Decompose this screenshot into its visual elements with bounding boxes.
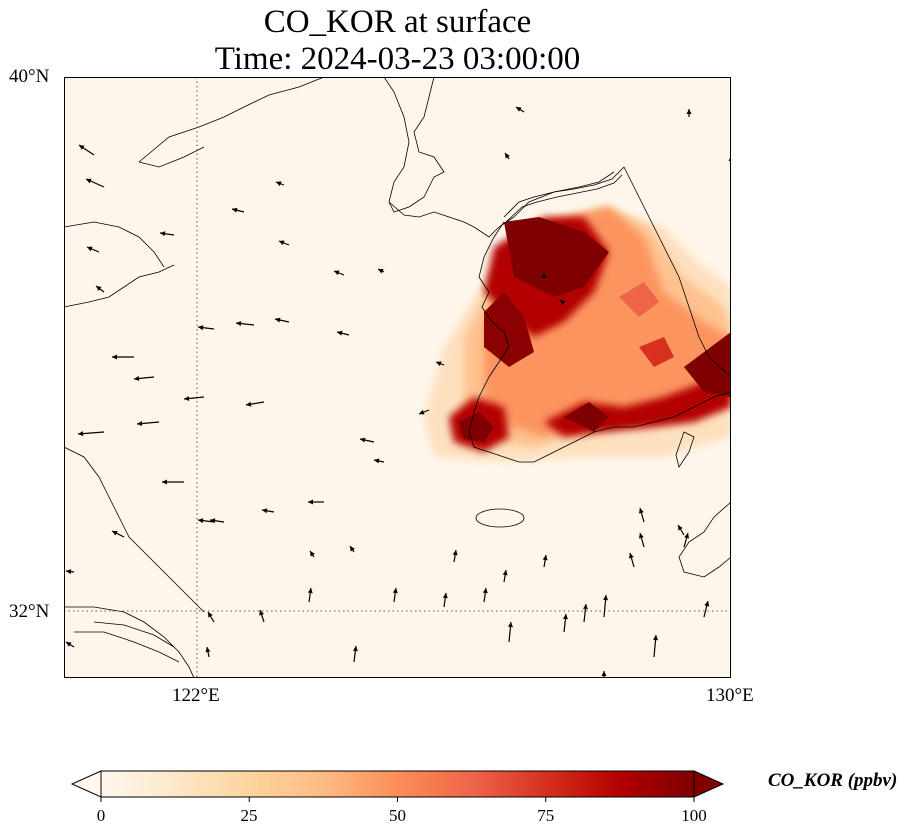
colorbar-gradient: [100, 770, 695, 798]
wind-arrow-head: [628, 553, 634, 559]
wind-arrow-head: [134, 376, 140, 381]
wind-arrow-head: [684, 533, 690, 539]
colorbar-tick-label: 75: [537, 806, 555, 825]
wind-arrow-head: [442, 593, 448, 599]
wind-arrow-head: [276, 181, 282, 187]
wind-arrow-head: [541, 273, 547, 278]
wind-arrow-head: [307, 588, 313, 594]
wind-arrow-head: [678, 525, 683, 531]
wind-arrow-head: [638, 533, 644, 539]
wind-arrow-head: [360, 437, 366, 443]
wind-arrow-head: [392, 588, 398, 594]
map-panel: [64, 77, 731, 678]
colorbar-extend-max: [693, 770, 725, 798]
wind-arrow-head: [653, 635, 659, 641]
ytick-label-32n: 32°N: [9, 601, 50, 622]
map-time: Time: 2024-03-23 03:00:00: [214, 41, 581, 77]
wind-arrow-head: [452, 550, 458, 556]
xtick-label-130e: 130°E: [706, 685, 754, 706]
wind-arrow-head: [686, 109, 692, 114]
colorbar-tick-label: 50: [389, 806, 406, 825]
wind-arrow-head: [208, 612, 213, 618]
wind-arrow-head: [337, 330, 343, 336]
wind-arrow-head: [562, 614, 568, 620]
wind-arrow-head: [112, 531, 118, 536]
wind-arrow-head: [86, 178, 92, 184]
map-title: CO_KOR at surface: [263, 4, 532, 40]
wind-arrow-head: [198, 325, 204, 331]
map-border: [64, 77, 731, 678]
wind-arrow-head: [505, 153, 510, 159]
wind-arrow-head: [160, 231, 166, 237]
wind-arrow-head: [560, 300, 566, 305]
wind-arrow-head: [87, 246, 93, 252]
wind-arrow-head: [184, 396, 190, 401]
xtick-label-122e: 122°E: [172, 685, 220, 706]
wind-arrow-head: [638, 508, 644, 514]
wind-arrow-head: [232, 207, 238, 213]
colorbar-tick-label: 0: [96, 806, 106, 825]
wind-arrow-head: [210, 518, 216, 524]
wind-arrow-head: [78, 431, 84, 437]
wind-arrow-head: [162, 479, 167, 485]
colorbar-title: CO_KOR (ppbv): [768, 770, 898, 791]
wind-arrow-head: [246, 401, 252, 407]
wind-arrow-head: [205, 647, 211, 653]
wind-arrow-head: [508, 622, 513, 628]
colorbar-tick-label: 25: [240, 806, 258, 825]
gridlines: [64, 77, 731, 678]
wind-arrow-head: [350, 546, 355, 552]
wind-arrow-head: [236, 321, 242, 327]
wind-arrow-head: [352, 646, 358, 652]
wind-arrow-head: [436, 361, 442, 367]
wind-arrow-head: [137, 421, 143, 427]
wind-arrow-head: [66, 569, 72, 575]
wind-arrow-head: [582, 604, 588, 610]
colorbar-extend-min: [70, 770, 102, 798]
wind-arrow-head: [601, 671, 607, 676]
wind-arrow-head: [482, 588, 488, 594]
wind-arrow-head: [419, 409, 425, 415]
wind-arrow-head: [542, 555, 548, 561]
coastlines: [64, 77, 731, 678]
wind-arrow-head: [96, 286, 102, 291]
wind-arrow-head: [259, 610, 264, 616]
wind-arrow-head: [516, 107, 522, 112]
co-hotspots: [449, 217, 731, 452]
wind-arrow-head: [198, 518, 204, 524]
wind-arrow-head: [310, 551, 315, 557]
wind-arrow-head: [502, 570, 508, 576]
wind-arrow-head: [704, 601, 710, 607]
wind-arrow-head: [374, 458, 380, 464]
wind-arrow-head: [262, 508, 268, 514]
wind-arrow-head: [79, 145, 85, 150]
wind-arrow-head: [603, 595, 609, 601]
ytick-label-40n: 40°N: [9, 66, 50, 87]
wind-arrow-head: [275, 317, 281, 323]
wind-arrow-head: [112, 354, 117, 360]
wind-arrow-head: [66, 642, 72, 647]
wind-arrow-head: [308, 499, 313, 505]
wind-vectors: [65, 106, 731, 677]
wind-arrow-head: [334, 270, 340, 276]
wind-arrow-head: [378, 269, 384, 274]
colorbar-tick-label: 100: [681, 806, 707, 825]
